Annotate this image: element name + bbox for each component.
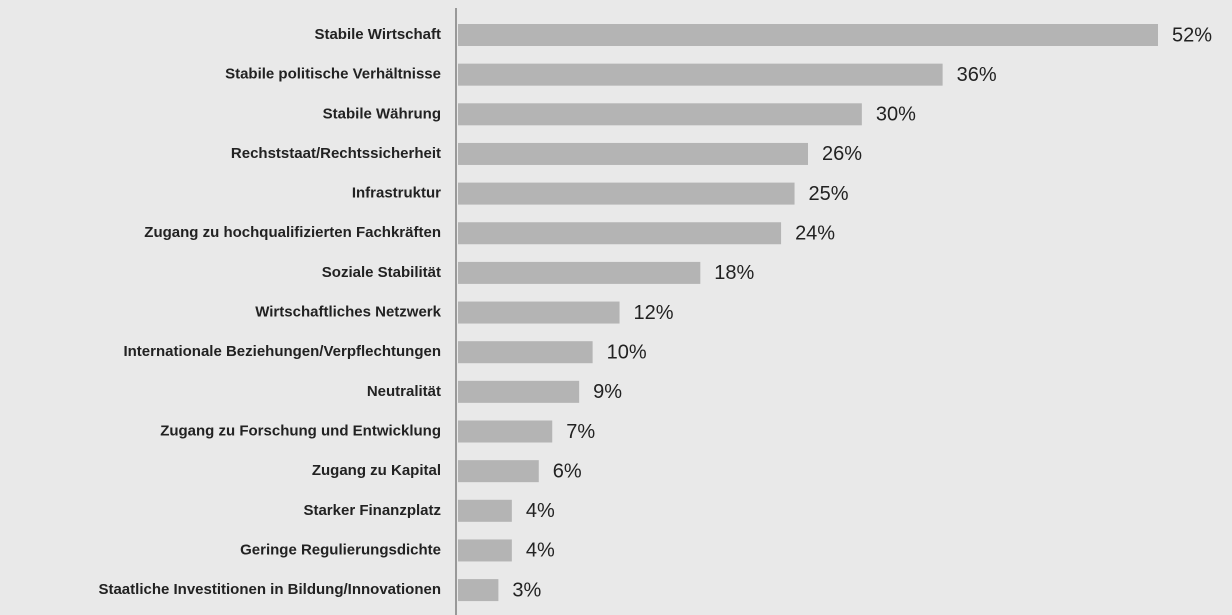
- bar: [458, 579, 499, 602]
- bar: [458, 499, 512, 522]
- category-label: Starker Finanzplatz: [303, 502, 441, 519]
- value-label: 4%: [526, 500, 555, 522]
- bar: [458, 301, 620, 324]
- value-label: 30%: [876, 104, 916, 126]
- category-label: Soziale Stabilität: [322, 264, 441, 281]
- bar: [458, 341, 593, 364]
- bar: [458, 63, 943, 86]
- bar: [458, 420, 553, 443]
- category-label: Stabile Währung: [323, 105, 441, 122]
- value-label: 9%: [593, 381, 622, 403]
- value-label: 3%: [512, 579, 541, 601]
- bar: [458, 380, 580, 403]
- value-label: 10%: [607, 341, 647, 363]
- value-label: 4%: [526, 540, 555, 562]
- bar: [458, 539, 512, 562]
- category-label: Wirtschaftliches Netzwerk: [255, 304, 441, 321]
- category-label: Stabile Wirtschaft: [314, 26, 441, 43]
- bar: [458, 261, 701, 284]
- bar: [458, 182, 795, 205]
- value-label: 25%: [809, 183, 849, 205]
- bar: [458, 142, 808, 165]
- value-label: 6%: [553, 460, 582, 482]
- bar: [458, 460, 539, 483]
- value-label: 18%: [714, 262, 754, 284]
- category-label: Neutralität: [367, 383, 441, 400]
- value-label: 26%: [822, 143, 862, 165]
- bar: [458, 103, 862, 126]
- category-label: Zugang zu hochqualifizierten Fachkräften: [144, 224, 441, 241]
- value-label: 12%: [634, 302, 674, 324]
- category-label: Infrastruktur: [352, 185, 441, 202]
- value-label: 7%: [566, 421, 595, 443]
- bar: [458, 24, 1158, 46]
- bar: [458, 222, 782, 245]
- category-label: Stabile politische Verhältnisse: [225, 66, 441, 83]
- category-label: Rechststaat/Rechtssicherheit: [231, 145, 441, 162]
- category-label: Internationale Beziehungen/Verpflechtung…: [123, 343, 441, 360]
- category-label: Geringe Regulierungsdichte: [240, 541, 441, 558]
- value-label: 24%: [795, 223, 835, 245]
- value-label: 36%: [957, 64, 997, 86]
- value-label: 52%: [1172, 24, 1212, 46]
- category-label: Zugang zu Forschung und Entwicklung: [160, 422, 441, 439]
- category-label: Zugang zu Kapital: [312, 462, 441, 479]
- category-label: Staatliche Investitionen in Bildung/Inno…: [98, 581, 441, 598]
